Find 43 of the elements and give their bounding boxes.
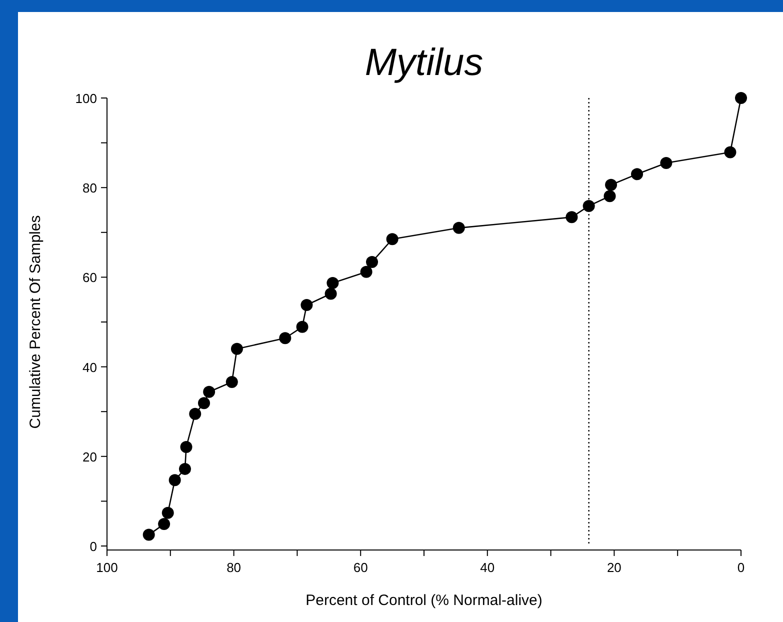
y-tick-label: 0	[90, 539, 97, 554]
point	[566, 211, 578, 224]
point	[605, 178, 618, 191]
point	[162, 506, 174, 519]
point	[178, 462, 191, 475]
y-tick-label: 20	[82, 449, 97, 464]
y-tick-label: 100	[75, 91, 97, 106]
y-axis-title: Cumulative Percent Of Samples	[27, 215, 44, 429]
x-tick-label: 0	[737, 560, 745, 575]
point	[189, 408, 202, 420]
point	[724, 146, 736, 158]
point	[452, 222, 465, 234]
y-tick-label: 60	[82, 270, 97, 286]
point	[631, 168, 644, 180]
point	[604, 190, 616, 202]
point	[360, 266, 372, 278]
x-tick-label: 40	[480, 560, 495, 575]
x-tick-label: 100	[96, 560, 118, 575]
point	[326, 277, 339, 290]
point	[386, 233, 398, 246]
point	[300, 298, 313, 311]
point	[279, 332, 292, 344]
point	[660, 156, 672, 169]
point	[158, 518, 170, 530]
point	[324, 288, 337, 300]
point	[180, 440, 192, 453]
x-tick-label: 60	[353, 560, 368, 575]
point	[198, 397, 210, 410]
point	[226, 376, 238, 388]
chart-title: Mytilus	[364, 42, 484, 84]
point	[203, 386, 216, 398]
point	[168, 474, 181, 486]
point	[296, 320, 308, 333]
point	[735, 92, 747, 104]
point	[366, 256, 378, 268]
point	[582, 200, 595, 212]
x-axis-title: Percent of Control (% Normal-alive)	[306, 592, 542, 609]
y-tick-label: 40	[82, 360, 97, 375]
y-tick-label: 80	[82, 180, 97, 196]
point	[230, 342, 243, 355]
x-tick-label: 80	[226, 560, 242, 575]
point	[142, 528, 155, 541]
x-tick-label: 20	[606, 560, 622, 575]
